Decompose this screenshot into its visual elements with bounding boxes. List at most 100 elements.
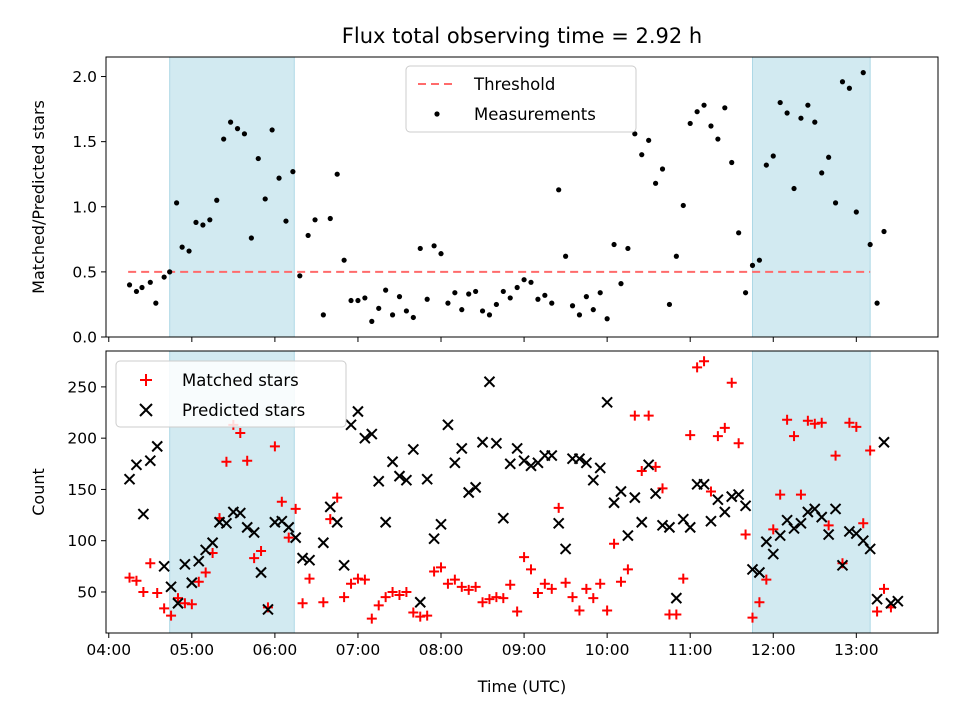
matched-star-point bbox=[719, 422, 730, 433]
matched-star-point bbox=[560, 577, 571, 588]
matched-star-point bbox=[339, 592, 350, 603]
matched-star-point bbox=[747, 612, 758, 623]
matched-star-point bbox=[290, 503, 301, 514]
measurement-point bbox=[283, 218, 289, 224]
matched-star-point bbox=[269, 441, 280, 452]
matched-star-point bbox=[318, 597, 329, 608]
x-axis-label: Time (UTC) bbox=[477, 677, 566, 696]
x-tick-label: 07:00 bbox=[336, 641, 381, 659]
matched-star-point bbox=[498, 593, 509, 604]
predicted-star-point bbox=[712, 493, 724, 506]
measurement-point bbox=[403, 308, 410, 314]
predicted-star-point bbox=[179, 558, 191, 571]
matched-star-point bbox=[304, 573, 315, 584]
matched-star-point bbox=[221, 456, 232, 467]
measurement-point bbox=[708, 123, 714, 129]
matched-star-point bbox=[505, 579, 516, 590]
predicted-star-point bbox=[255, 566, 267, 579]
matched-star-point bbox=[657, 483, 668, 494]
legend: Matched stars Predicted stars bbox=[115, 360, 347, 428]
predicted-star-point bbox=[719, 506, 731, 518]
measurement-point bbox=[438, 251, 444, 257]
predicted-star-point bbox=[248, 526, 260, 539]
measurement-point bbox=[791, 185, 797, 192]
predicted-star-point bbox=[151, 440, 163, 453]
y-axis-label: Count bbox=[29, 468, 48, 516]
measurement-point bbox=[507, 295, 513, 301]
x-tick-label: 09:00 bbox=[502, 641, 547, 659]
y-tick-label: 1.5 bbox=[72, 133, 97, 151]
matched-star-point bbox=[830, 450, 841, 461]
predicted-star-point bbox=[289, 531, 302, 544]
matched-star-point bbox=[352, 573, 363, 584]
legend: Threshold Measurements bbox=[405, 65, 637, 133]
predicted-star-point bbox=[829, 503, 842, 515]
matched-star-point bbox=[726, 377, 737, 388]
predicted-star-point bbox=[636, 516, 648, 528]
measurement-point bbox=[312, 217, 318, 223]
matched-star-point bbox=[519, 552, 530, 563]
measurement-point bbox=[473, 288, 479, 295]
matched-star-point bbox=[650, 461, 661, 472]
predicted-star-point bbox=[345, 419, 357, 431]
predicted-star-point bbox=[435, 518, 447, 531]
matched-star-point bbox=[463, 584, 474, 595]
predicted-star-point bbox=[373, 475, 385, 487]
predicted-star-point bbox=[407, 443, 420, 456]
predicted-star-point bbox=[165, 581, 177, 593]
matched-star-point bbox=[816, 417, 827, 428]
measurement-point bbox=[867, 241, 873, 248]
matched-star-point bbox=[186, 599, 197, 610]
matched-star-point bbox=[872, 606, 883, 617]
measurement-point bbox=[673, 253, 679, 259]
predicted-star-point bbox=[324, 501, 336, 513]
y-tick-label: 200 bbox=[67, 430, 97, 448]
measurement-point bbox=[248, 235, 254, 241]
matched-star-point bbox=[193, 576, 204, 587]
measurement-point bbox=[161, 274, 167, 280]
predicted-star-point bbox=[885, 597, 897, 609]
matched-star-point bbox=[532, 588, 543, 599]
predicted-star-point bbox=[130, 459, 143, 471]
matched-star-point bbox=[491, 592, 502, 603]
matched-star-point bbox=[256, 545, 267, 556]
predicted-star-point bbox=[615, 485, 627, 498]
predicted-star-point bbox=[490, 437, 503, 449]
predicted-star-point bbox=[573, 452, 586, 465]
matched-star-point bbox=[436, 562, 447, 573]
legend-box bbox=[405, 65, 637, 133]
matched-star-point bbox=[553, 502, 564, 513]
measurement-point bbox=[389, 312, 396, 318]
predicted-star-point bbox=[878, 436, 890, 448]
matched-star-point bbox=[865, 445, 876, 456]
axes-frame bbox=[105, 350, 939, 634]
measurement-point bbox=[466, 291, 472, 297]
measurement-point bbox=[153, 300, 159, 306]
measurement-point bbox=[126, 282, 133, 288]
predicted-star-point bbox=[442, 419, 454, 431]
measurement-point bbox=[798, 115, 804, 121]
matched-star-point bbox=[429, 566, 440, 577]
predicted-star-point bbox=[352, 405, 364, 418]
matched-star-point bbox=[574, 605, 585, 616]
measurement-point bbox=[383, 287, 389, 293]
measurement-point bbox=[784, 110, 790, 116]
predicted-star-point bbox=[836, 559, 849, 572]
measurement-point bbox=[646, 137, 652, 143]
measurement-point bbox=[200, 222, 206, 228]
predicted-star-point bbox=[428, 532, 440, 545]
y-tick-label: 1.0 bbox=[72, 198, 97, 216]
measurement-point bbox=[514, 284, 520, 291]
measurement-point bbox=[632, 131, 638, 137]
matched-star-point bbox=[297, 598, 308, 609]
matched-star-point bbox=[844, 417, 855, 428]
measurement-point bbox=[639, 152, 645, 158]
predicted-star-point bbox=[379, 516, 392, 528]
predicted-star-point bbox=[594, 462, 606, 474]
measurement-point bbox=[139, 284, 145, 291]
x-tick-label: 04:00 bbox=[86, 641, 131, 659]
measurement-point bbox=[431, 243, 437, 249]
matched-star-point bbox=[332, 492, 343, 503]
matched-star-point bbox=[622, 564, 633, 575]
